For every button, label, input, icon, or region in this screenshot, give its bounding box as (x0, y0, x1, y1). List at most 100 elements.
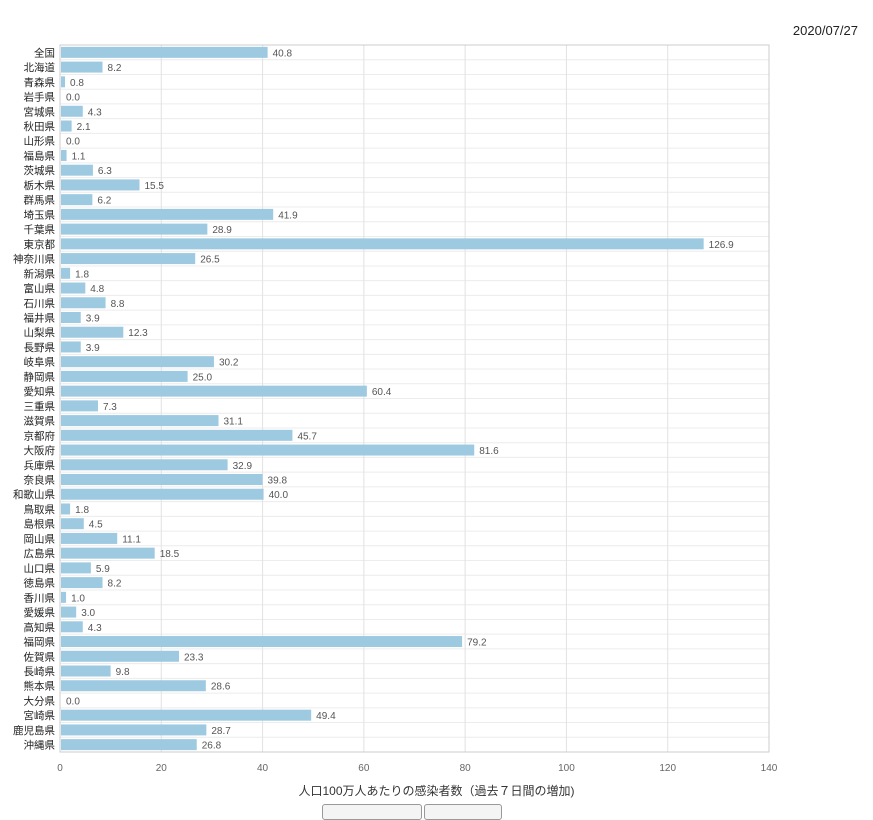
data-label: 28.9 (212, 225, 232, 236)
bar (61, 370, 188, 382)
data-label: 45.7 (297, 431, 317, 442)
y-tick-label: 宮崎県 (24, 709, 56, 722)
bar (61, 311, 81, 323)
data-label: 32.9 (233, 461, 253, 472)
data-label: 18.5 (160, 549, 180, 560)
y-tick-label: 香川県 (24, 592, 56, 604)
data-label: 28.7 (211, 726, 231, 737)
x-tick-label: 140 (761, 763, 778, 774)
data-label: 1.1 (72, 151, 86, 162)
data-label: 5.9 (96, 564, 110, 575)
data-label: 60.4 (372, 387, 392, 398)
x-tick-label: 80 (460, 763, 472, 774)
data-label: 126.9 (709, 240, 734, 251)
bar (61, 179, 140, 191)
y-tick-label: 富山県 (24, 282, 56, 295)
bar (61, 606, 77, 618)
y-tick-label: 青森県 (24, 76, 56, 89)
data-label: 1.0 (71, 593, 85, 604)
data-label: 4.3 (88, 107, 102, 118)
bar (61, 739, 197, 751)
bar (61, 503, 71, 515)
y-tick-label: 大分県 (24, 694, 56, 707)
bar (61, 636, 463, 648)
data-label: 3.9 (86, 313, 100, 324)
y-tick-label: 神奈川県 (13, 253, 55, 266)
y-tick-label: 沖縄県 (24, 739, 56, 752)
y-tick-label: 大阪府 (24, 444, 56, 457)
control-button-2[interactable] (424, 804, 502, 820)
y-tick-label: 広島県 (24, 547, 56, 560)
bar (61, 459, 228, 471)
x-axis-title: 人口100万人あたりの感染者数（過去７日間の増加) (298, 784, 575, 798)
y-tick-label: 東京都 (24, 238, 56, 251)
data-label: 28.6 (211, 682, 231, 693)
bar (61, 297, 106, 309)
bar (61, 650, 179, 662)
data-label: 40.8 (273, 48, 293, 59)
bar (61, 164, 93, 176)
data-label: 3.0 (81, 608, 95, 619)
y-tick-label: 群馬県 (24, 194, 56, 207)
control-button-1[interactable] (322, 804, 422, 820)
data-label: 81.6 (479, 446, 499, 457)
bar (61, 665, 111, 677)
bar (61, 385, 367, 397)
bar (61, 709, 312, 721)
data-label: 40.0 (269, 490, 289, 501)
data-label: 9.8 (116, 667, 130, 678)
y-tick-label: 北海道 (24, 61, 56, 74)
bar (61, 474, 263, 486)
data-label: 26.8 (202, 741, 222, 752)
data-label: 0.8 (70, 78, 84, 89)
data-label: 3.9 (86, 343, 100, 354)
data-label: 31.1 (223, 417, 243, 428)
bar (61, 120, 72, 132)
bar (61, 429, 293, 441)
bar (61, 105, 83, 117)
bar (61, 400, 98, 412)
y-tick-label: 滋賀県 (24, 415, 56, 428)
bar (61, 621, 83, 633)
y-tick-label: 埼玉県 (24, 208, 56, 221)
data-label: 39.8 (268, 476, 288, 487)
data-label: 0.0 (66, 137, 80, 148)
bar (61, 208, 274, 220)
data-label: 12.3 (128, 328, 148, 339)
bar (61, 223, 208, 235)
bar (61, 547, 155, 559)
data-label: 0.0 (66, 93, 80, 104)
y-tick-label: 鹿児島県 (13, 724, 55, 737)
bar (61, 282, 86, 294)
date-label: 2020/07/27 (792, 23, 858, 38)
data-label: 7.3 (103, 402, 117, 413)
y-tick-label: 宮城県 (24, 105, 56, 118)
y-tick-label: 静岡県 (24, 370, 56, 383)
plot-frame (59, 44, 770, 753)
data-label: 30.2 (219, 358, 239, 369)
y-tick-label: 鳥取県 (24, 503, 56, 516)
bar (61, 267, 71, 279)
bar (61, 488, 264, 500)
y-tick-label: 高知県 (24, 621, 56, 634)
bar (61, 518, 84, 530)
bar (61, 724, 207, 736)
bar (61, 76, 66, 88)
y-tick-label: 熊本県 (24, 680, 56, 693)
x-tick-label: 100 (558, 763, 575, 774)
data-label: 49.4 (316, 711, 336, 722)
bar (61, 577, 103, 589)
data-label: 11.1 (122, 534, 141, 545)
data-label: 4.8 (90, 284, 104, 295)
data-label: 1.8 (75, 269, 89, 280)
y-tick-label: 新潟県 (24, 267, 56, 280)
bar (61, 149, 67, 161)
y-tick-label: 愛媛県 (24, 606, 56, 619)
bar (61, 194, 93, 206)
x-tick-label: 60 (358, 763, 370, 774)
data-label: 0.0 (66, 696, 80, 707)
data-label: 8.8 (111, 299, 125, 310)
bar (61, 444, 475, 456)
y-tick-label: 福島県 (24, 149, 56, 162)
y-tick-label: 石川県 (24, 298, 56, 310)
